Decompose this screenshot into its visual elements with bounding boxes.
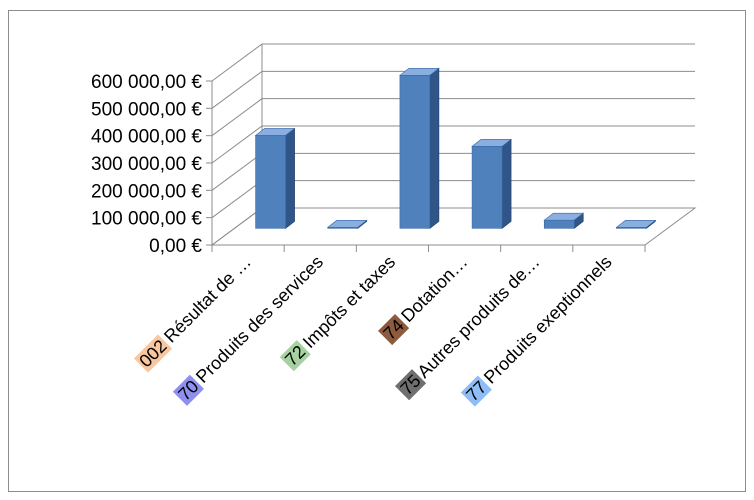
category-name: Autres produits de… <box>411 252 544 385</box>
y-tick-label: 400 000,00 € <box>91 127 202 148</box>
bar-side <box>285 127 295 229</box>
bar-top <box>326 220 368 228</box>
x-category-label: 75 Autres produits de… <box>394 252 544 401</box>
x-category-labels: 002 Résultat de …70 Produits des service… <box>133 252 616 407</box>
axes <box>206 80 646 252</box>
x-category-text: 77 Produits exeptionnels <box>462 252 616 406</box>
x-category-label: 70 Produits des services <box>172 252 327 406</box>
y-tick-label: 100 000,00 € <box>91 209 202 230</box>
bar <box>615 219 657 229</box>
x-category-text: 75 Autres produits de… <box>396 252 543 399</box>
category-name: Produits des services <box>188 252 327 391</box>
category-name: Dotation… <box>394 252 472 330</box>
y-tick-label: 0,00 € <box>149 236 202 257</box>
bar-top <box>399 67 440 76</box>
y-tick-labels: 0,00 € 100 000,00 € 200 000,00 € 300 000,00… <box>91 72 202 257</box>
bar-front <box>399 74 431 229</box>
category-code-highlight <box>394 369 427 401</box>
bar-front <box>543 219 575 229</box>
bar <box>254 127 296 229</box>
category-code-highlight <box>172 374 204 406</box>
bar-top <box>471 139 512 147</box>
bar <box>543 212 585 229</box>
bar <box>399 67 440 229</box>
x-category-label: 77 Produits exeptionnels <box>460 252 616 407</box>
chart-frame <box>8 10 746 492</box>
category-code-highlight <box>133 334 173 373</box>
y-tick-label: 500 000,00 € <box>91 99 202 120</box>
bar-front <box>255 135 286 229</box>
x-category-text: 70 Produits des services <box>174 252 327 405</box>
category-name: Produits exeptionnels <box>476 252 615 391</box>
y-tick-label: 200 000,00 € <box>91 181 202 202</box>
category-code-highlight <box>279 340 311 372</box>
bar-side <box>501 138 512 229</box>
y-tick-label: 600 000,00 € <box>91 72 202 93</box>
bars <box>254 67 657 229</box>
bar-top <box>254 128 296 136</box>
gridline <box>211 70 695 109</box>
bar-top <box>615 220 657 228</box>
gridline <box>211 43 695 82</box>
y-tick-label: 300 000,00 € <box>91 154 202 175</box>
category-code-highlight <box>460 375 492 407</box>
bar <box>326 219 368 229</box>
category-code-highlight <box>378 313 410 346</box>
bar-top <box>543 212 585 221</box>
bar-side <box>429 67 440 229</box>
bar-front <box>471 146 503 229</box>
bar <box>471 138 512 229</box>
